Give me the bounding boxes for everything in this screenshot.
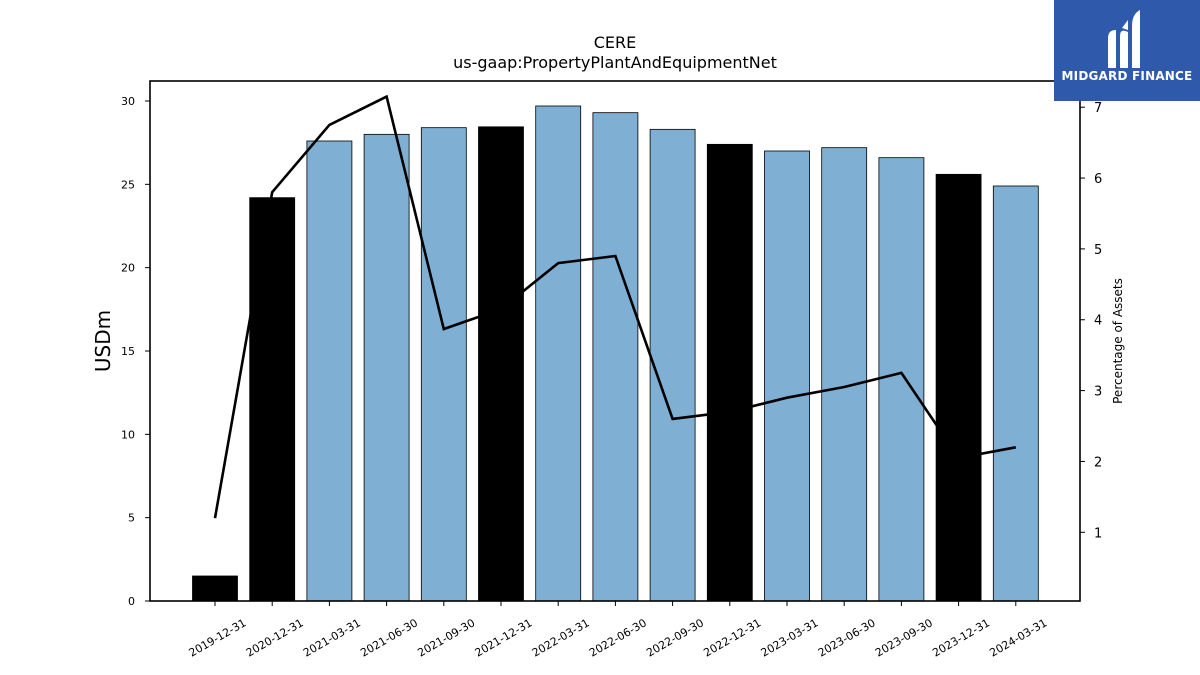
bar-2024-03-31 xyxy=(992,185,1039,602)
x-tick-label: 2022-09-30 xyxy=(644,616,706,659)
bar-2020-12-31 xyxy=(249,197,296,602)
y-tick-label: 30 xyxy=(121,95,135,108)
x-tick-label: 2021-03-31 xyxy=(301,616,363,659)
bar-2021-03-31 xyxy=(306,140,353,602)
x-tick-label: 2023-09-30 xyxy=(873,616,935,659)
x-tick-label: 2024-03-31 xyxy=(987,616,1049,659)
chart-title: CERE xyxy=(594,33,637,52)
x-tick-label: 2020-12-31 xyxy=(244,616,306,659)
y-tick-label: 15 xyxy=(121,345,135,358)
bar-2022-09-30 xyxy=(649,128,696,602)
y-axis-label: USDm xyxy=(91,310,115,372)
bar-2023-12-31 xyxy=(935,173,982,602)
x-tick-label: 2021-06-30 xyxy=(358,616,420,659)
y2-tick-label: 4 xyxy=(1094,314,1102,329)
y-tick-label: 20 xyxy=(121,262,135,275)
y2-tick-label: 5 xyxy=(1094,243,1102,258)
x-tick-label: 2019-12-31 xyxy=(187,616,249,659)
x-tick-label: 2023-06-30 xyxy=(816,616,878,659)
y-tick-label: 25 xyxy=(121,178,135,191)
brand-name: MIDGARD FINANCE xyxy=(1061,69,1193,83)
x-tick-label: 2021-12-31 xyxy=(473,616,535,659)
x-tick-label: 2023-12-31 xyxy=(930,616,992,659)
x-tick-label: 2021-09-30 xyxy=(415,616,477,659)
bar-2021-09-30 xyxy=(420,127,467,602)
y2-axis-label: Percentage of Assets xyxy=(1111,278,1125,404)
bars-group xyxy=(192,105,1039,602)
bar-2022-12-31 xyxy=(706,143,753,602)
y-tick-label: 5 xyxy=(128,512,135,525)
y2-tick-label: 3 xyxy=(1094,385,1102,400)
brand-logo: MIDGARD FINANCE xyxy=(1054,0,1200,101)
series-line xyxy=(213,94,1017,519)
bar-2022-03-31 xyxy=(535,105,582,602)
y-axis-right: 1 2 3 4 5 6 7 xyxy=(1080,101,1102,541)
y-tick-label: 10 xyxy=(121,428,135,441)
y-tick-label: 0 xyxy=(128,595,135,608)
y2-tick-label: 2 xyxy=(1094,455,1102,470)
x-axis: 2019-12-312020-12-312021-03-312021-06-30… xyxy=(187,601,1049,660)
chart-subtitle: us-gaap:PropertyPlantAndEquipmentNet xyxy=(453,53,777,72)
bar-2021-12-31 xyxy=(478,126,524,602)
midgard-logo-icon xyxy=(1108,10,1140,68)
bar-2019-12-31 xyxy=(192,575,238,602)
line-group xyxy=(213,94,1017,519)
bar-2023-03-31 xyxy=(764,150,810,602)
x-tick-label: 2022-03-31 xyxy=(530,616,592,659)
x-tick-label: 2023-03-31 xyxy=(759,616,821,659)
y2-tick-label: 7 xyxy=(1094,101,1102,116)
x-tick-label: 2022-06-30 xyxy=(587,616,649,659)
bar-2023-09-30 xyxy=(878,157,925,602)
y-axis-left: 0 5 10 15 20 25 30 xyxy=(121,95,150,608)
bar-2021-06-30 xyxy=(363,133,410,602)
bar-2023-06-30 xyxy=(821,147,868,602)
y2-tick-label: 6 xyxy=(1094,172,1102,187)
bar-2022-06-30 xyxy=(592,112,639,602)
y2-tick-label: 1 xyxy=(1094,526,1102,541)
x-tick-label: 2022-12-31 xyxy=(701,616,763,659)
